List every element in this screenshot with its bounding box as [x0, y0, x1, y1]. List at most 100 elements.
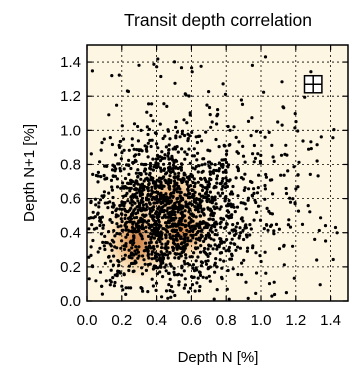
data-point-1378	[160, 246, 164, 250]
data-point-485	[140, 162, 144, 166]
data-point-1140	[87, 255, 91, 259]
data-point-1195	[122, 257, 126, 261]
data-point-1609	[227, 210, 231, 214]
data-point-1662	[89, 152, 93, 156]
data-point-1084	[96, 174, 100, 178]
data-point-891	[228, 257, 232, 261]
data-point-1015	[175, 197, 179, 201]
data-point-1563	[227, 297, 231, 301]
data-point-249	[87, 227, 91, 231]
data-point-1066	[207, 217, 211, 221]
data-point-1461	[99, 232, 103, 236]
data-point-1213	[110, 74, 114, 78]
data-point-1262	[93, 197, 98, 201]
data-point-1522	[133, 158, 137, 162]
data-point-1438	[249, 134, 253, 138]
data-point-1623	[204, 225, 208, 229]
data-point-1342	[158, 270, 162, 274]
data-point-1104	[149, 178, 153, 182]
data-point-1526	[171, 209, 175, 213]
data-point-1633	[151, 168, 155, 172]
data-point-87	[128, 186, 132, 190]
data-point-223	[155, 244, 159, 248]
data-point-1388	[272, 232, 276, 236]
data-point-1541	[256, 204, 261, 208]
data-point-1599	[259, 259, 263, 264]
data-point-1674	[294, 120, 298, 124]
data-point-340	[141, 203, 146, 207]
data-point-1019	[168, 232, 172, 237]
data-point-1499	[190, 130, 194, 134]
data-point-1275	[238, 234, 242, 238]
data-point-1166	[120, 151, 124, 155]
data-point-771	[191, 263, 195, 267]
data-point-1397	[129, 195, 133, 199]
data-point-1658	[153, 183, 157, 187]
data-point-586	[163, 203, 167, 207]
data-point-1645	[331, 257, 335, 262]
data-point-566	[183, 157, 187, 161]
data-point-538	[155, 272, 159, 276]
data-point-1380	[108, 218, 112, 222]
data-point-1308	[122, 273, 126, 277]
data-point-1484	[231, 223, 235, 227]
data-point-1492	[181, 247, 185, 251]
data-point-1636	[149, 113, 153, 118]
data-point-1240	[240, 273, 244, 277]
data-point-1648	[318, 283, 322, 287]
data-point-1065	[227, 198, 231, 203]
data-point-1510	[228, 128, 232, 132]
data-point-701	[165, 246, 169, 250]
data-point-1352	[225, 222, 229, 226]
data-point-1095	[122, 202, 126, 207]
data-point-1155	[140, 185, 144, 189]
data-point-1008	[129, 261, 134, 266]
data-point-1263	[194, 201, 198, 205]
data-point-432	[171, 169, 175, 174]
data-point-1208	[282, 263, 286, 267]
data-point-243	[107, 230, 111, 234]
data-point-315	[158, 159, 163, 163]
data-point-194	[161, 136, 165, 141]
data-point-1762	[234, 248, 238, 252]
data-point-1188	[169, 170, 173, 174]
data-point-1040	[183, 283, 187, 287]
data-point-1686	[308, 172, 312, 176]
data-point-1706	[116, 269, 120, 273]
data-point-1200	[263, 187, 267, 191]
data-point-1205	[171, 224, 175, 228]
x-tick-label-6: 1.2	[285, 312, 306, 329]
data-point-1679	[257, 173, 261, 177]
data-point-1798	[239, 98, 243, 102]
data-point-300	[234, 225, 238, 229]
data-point-1793	[183, 235, 187, 239]
data-point-231	[115, 231, 119, 236]
data-point-1707	[277, 247, 282, 251]
data-point-919	[202, 157, 206, 161]
data-point-818	[173, 213, 177, 217]
data-point-1579	[144, 225, 148, 229]
data-point-1216	[210, 120, 214, 124]
data-point-1341	[173, 273, 177, 277]
data-point-1628	[180, 147, 184, 151]
data-point-1534	[219, 220, 223, 224]
data-point-1519	[189, 239, 193, 243]
data-point-426	[198, 250, 203, 254]
data-point-645	[124, 226, 128, 230]
data-point-1778	[284, 291, 288, 295]
data-point-1474	[140, 266, 144, 270]
data-point-420	[151, 176, 155, 180]
data-point-768	[117, 263, 121, 267]
data-point-1755	[143, 144, 147, 148]
data-point-1409	[228, 231, 232, 235]
data-point-727	[188, 134, 192, 138]
data-point-1214	[174, 136, 178, 140]
data-point-897	[141, 289, 145, 293]
data-point-1046	[229, 241, 233, 245]
data-point-94	[150, 252, 154, 256]
data-point-874	[147, 219, 151, 223]
data-point-299	[183, 277, 187, 281]
data-point-1557	[183, 246, 187, 250]
data-point-911	[131, 243, 135, 247]
data-point-1337	[107, 113, 111, 117]
